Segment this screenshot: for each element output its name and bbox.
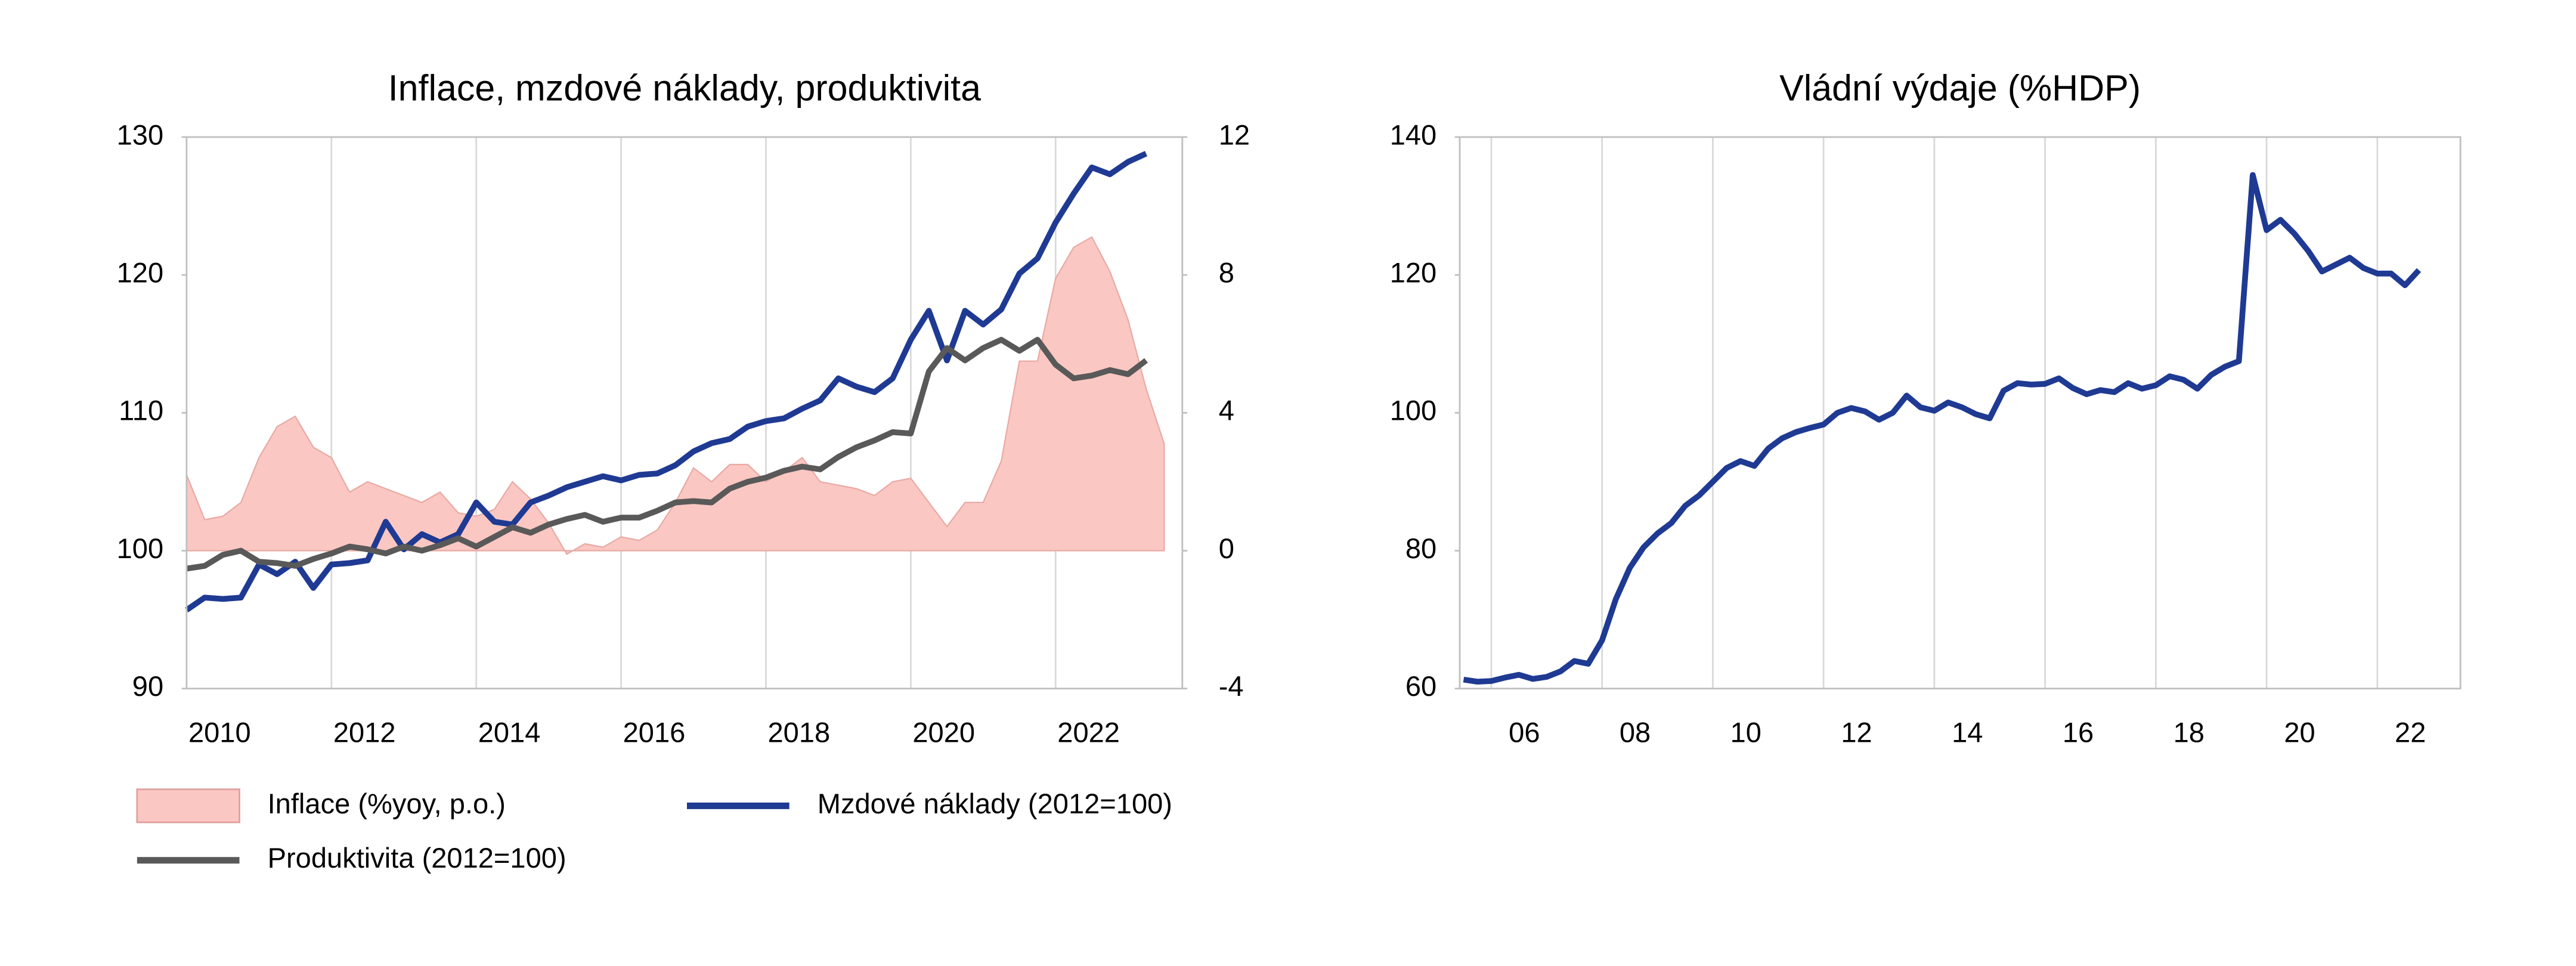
- area: [185, 236, 1165, 555]
- plot-frame: [185, 136, 1184, 690]
- y-tick-label: 140: [1390, 119, 1437, 150]
- line: [185, 151, 1148, 612]
- line: [186, 336, 1148, 572]
- line: [1463, 172, 2422, 685]
- x-tick-label: 12: [1841, 717, 1872, 748]
- y2-tick-label: 4: [1219, 395, 1234, 426]
- x-tick-label: 14: [1952, 717, 1983, 748]
- x-tick-label: 2014: [478, 717, 541, 748]
- legend-label: Mzdové náklady (2012=100): [818, 788, 1172, 819]
- y-tick-label: 90: [132, 670, 163, 702]
- y-tick-label: 120: [1390, 257, 1437, 289]
- y2-tick-label: 0: [1219, 532, 1234, 564]
- plot-frame: [1459, 136, 2462, 690]
- legend-label: Inflace (%yoy, p.o.): [268, 788, 506, 819]
- x-tick-label: 2012: [333, 717, 396, 748]
- x-tick-label: 2020: [912, 717, 975, 748]
- x-tick-label: 2022: [1057, 717, 1120, 748]
- x-tick-label: 16: [2063, 717, 2094, 748]
- y2-tick-label: 12: [1219, 119, 1250, 150]
- x-tick-label: 2016: [623, 717, 686, 748]
- x-tick-label: 2018: [768, 717, 831, 748]
- y2-tick-label: -4: [1219, 670, 1244, 702]
- x-tick-label: 20: [2284, 717, 2315, 748]
- chart-title: Inflace, mzdové náklady, produktivita: [388, 67, 981, 108]
- chart-title: Vládní výdaje (%HDP): [1779, 67, 2141, 108]
- y-tick-label: 100: [1390, 395, 1437, 426]
- x-tick-label: 10: [1730, 717, 1761, 748]
- y2-tick-label: 8: [1219, 257, 1234, 289]
- legend-label: Produktivita (2012=100): [268, 842, 566, 874]
- x-tick-label: 2010: [188, 717, 251, 748]
- legend-swatch: [136, 788, 240, 823]
- y-tick-label: 110: [119, 395, 163, 426]
- y-tick-label: 80: [1405, 532, 1436, 564]
- y-tick-label: 100: [117, 532, 164, 564]
- y-tick-label: 120: [117, 257, 164, 289]
- y-tick-label: 130: [117, 119, 164, 150]
- y-tick-label: 60: [1405, 670, 1436, 702]
- x-tick-label: 08: [1620, 717, 1651, 748]
- x-tick-label: 18: [2174, 717, 2205, 748]
- x-tick-label: 22: [2395, 717, 2426, 748]
- x-tick-label: 06: [1509, 717, 1540, 748]
